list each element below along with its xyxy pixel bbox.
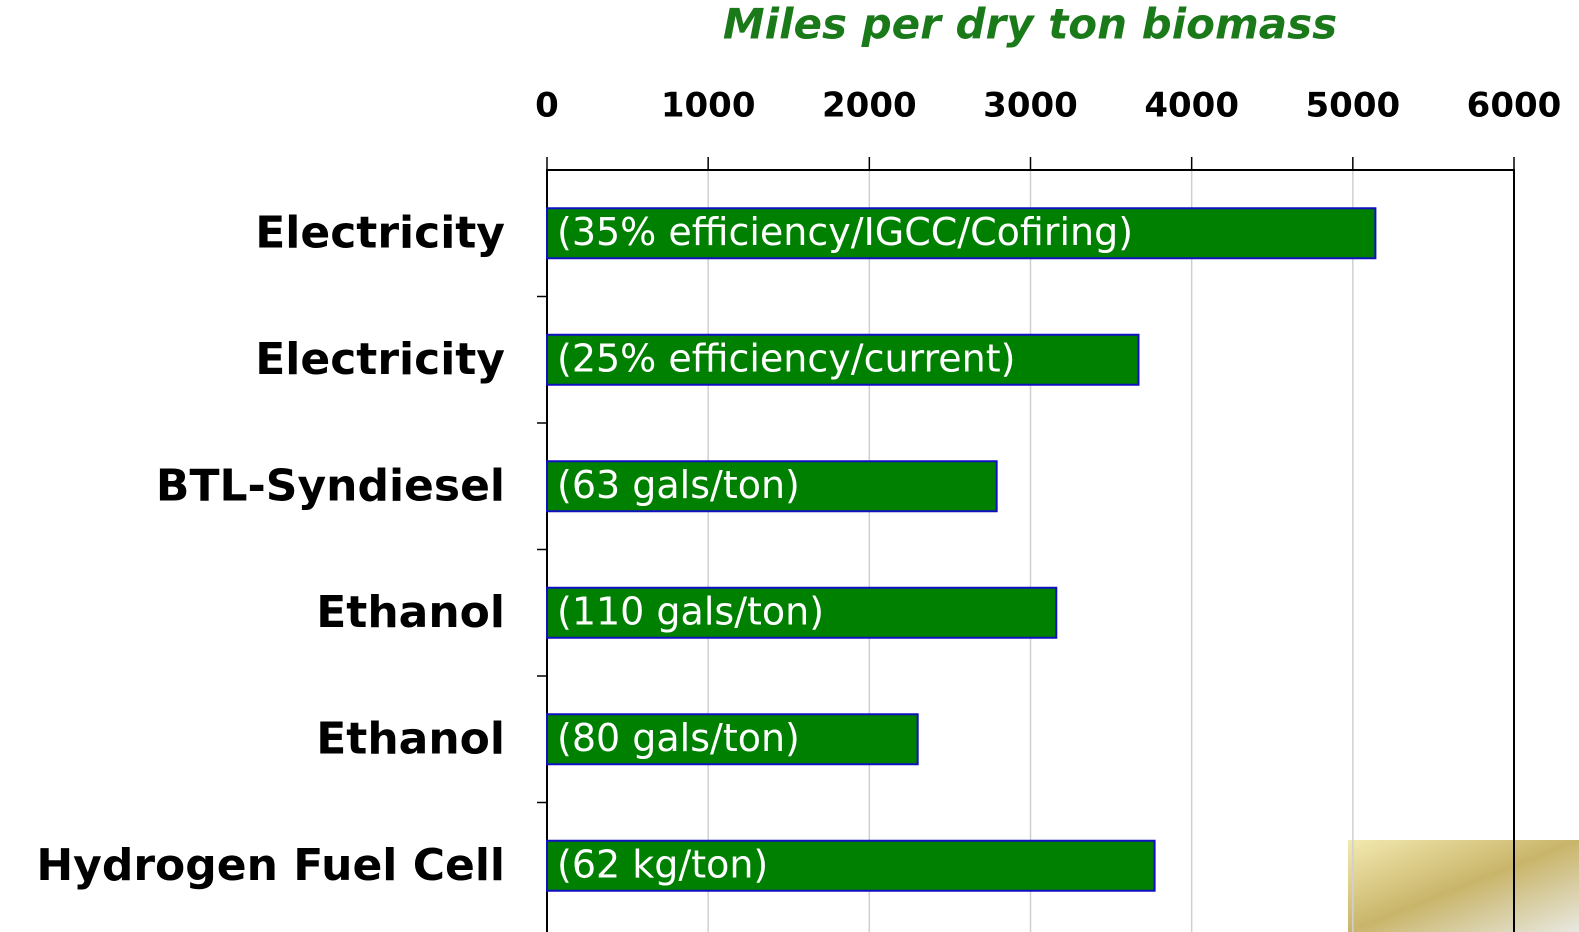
bar-annotation: (63 gals/ton) — [557, 463, 800, 507]
page: {"chart_data": {"type": "barh", "title":… — [0, 0, 1579, 932]
chart: Miles per dry ton biomass 0 1000 2000 3000 4… — [0, 0, 1579, 932]
bar-annotation: (62 kg/ton) — [557, 842, 768, 886]
y-tick-label: Ethanol — [316, 587, 505, 638]
bar-annotation: (35% efficiency/IGCC/Cofiring) — [557, 210, 1133, 254]
x-tick-label: 3000 — [983, 86, 1078, 126]
y-tick-label: Ethanol — [316, 713, 505, 764]
y-tick-label: Hydrogen Fuel Cell — [36, 840, 505, 891]
y-tick-label: Electricity — [255, 207, 505, 258]
bar-annotation: (80 gals/ton) — [557, 716, 800, 760]
y-tick-label: BTL-Syndiesel — [156, 460, 505, 511]
x-tick-label: 1000 — [661, 86, 756, 126]
decorative-photo — [1348, 840, 1579, 932]
chart-title: Miles per dry ton biomass — [723, 0, 1337, 49]
x-tick-label: 4000 — [1144, 86, 1239, 126]
bar-annotation: (25% efficiency/current) — [557, 336, 1016, 380]
y-tick-label: Electricity — [255, 334, 505, 385]
x-tick-label: 5000 — [1306, 86, 1401, 126]
x-tick-label: 6000 — [1467, 86, 1562, 126]
x-tick-label: 0 — [535, 86, 559, 126]
x-tick-label: 2000 — [822, 86, 917, 126]
bar-annotation: (110 gals/ton) — [557, 589, 824, 633]
